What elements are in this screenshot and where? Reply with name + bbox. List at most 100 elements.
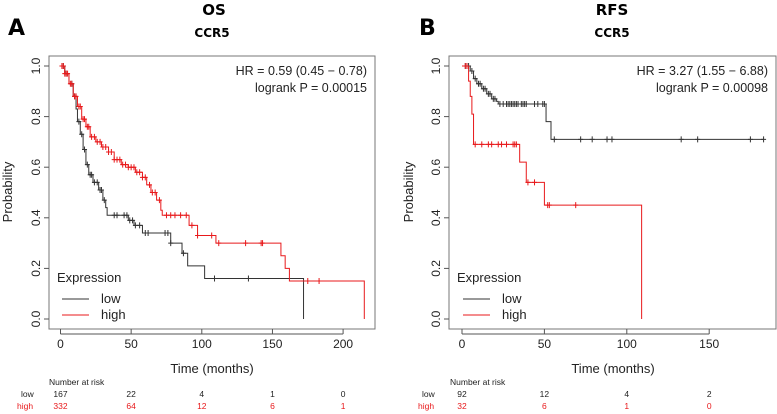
risk-value-high: 12	[197, 401, 207, 411]
censor-mark-high	[91, 133, 97, 140]
censor-mark-low	[98, 186, 104, 193]
censor-mark-high	[122, 161, 128, 168]
risk-value-high: 1	[341, 401, 346, 411]
censor-mark-low	[145, 229, 151, 236]
censor-mark-high	[86, 123, 92, 130]
y-tick-label: 0.4	[429, 209, 443, 226]
censor-mark-high	[472, 141, 478, 148]
censor-mark-low	[94, 179, 100, 186]
chart-subtitle: CCR5	[194, 26, 229, 40]
panel-letter: B	[419, 16, 436, 41]
censor-mark-high	[464, 63, 470, 69]
plot-frame	[448, 55, 777, 330]
censor-mark-low	[89, 171, 95, 178]
y-tick-label: 0.6	[29, 159, 43, 176]
censor-mark-low	[132, 222, 138, 229]
risk-value-high: 64	[126, 401, 136, 411]
risk-value-low: 0	[341, 389, 346, 399]
y-tick-label: 0.2	[29, 260, 43, 277]
chart-title: OS	[202, 1, 226, 19]
censor-mark-low	[523, 100, 529, 107]
censor-mark-high	[479, 141, 485, 148]
risk-value-low: 22	[126, 389, 136, 399]
x-tick-label: 200	[333, 337, 353, 351]
censor-mark-high	[142, 174, 148, 181]
x-tick-label: 150	[262, 337, 282, 351]
risk-row-high-label: high	[17, 401, 33, 411]
censor-mark-low	[541, 100, 547, 107]
censor-mark-low	[747, 136, 753, 143]
x-axis-label: Time (months)	[571, 361, 654, 376]
y-tick-label: 1.0	[429, 57, 443, 74]
y-tick-label: 0.4	[29, 209, 43, 226]
y-axis-label: Probability	[0, 161, 15, 222]
censor-mark-high	[97, 138, 103, 145]
censor-mark-high	[546, 202, 552, 209]
censor-mark-low	[101, 197, 107, 204]
hazard-ratio: HR = 0.59 (0.45 − 0.78)	[236, 64, 367, 78]
x-axis-label: Time (months)	[170, 361, 253, 376]
x-tick-label: 0	[459, 337, 466, 351]
y-tick-label: 0.0	[29, 310, 43, 327]
censor-mark-low	[492, 95, 498, 102]
risk-table-header: Number at risk	[450, 377, 506, 387]
legend-high-label: high	[101, 307, 126, 322]
censor-mark-high	[152, 189, 158, 196]
censor-mark-high	[209, 232, 215, 239]
censor-mark-high	[147, 181, 153, 188]
risk-value-high: 6	[270, 401, 275, 411]
chart-title: RFS	[596, 1, 629, 19]
censor-mark-low	[678, 136, 684, 143]
censor-mark-low	[212, 275, 218, 282]
censor-mark-high	[316, 278, 322, 285]
risk-value-high: 332	[53, 401, 67, 411]
censor-mark-high	[305, 278, 311, 285]
censor-mark-high	[499, 141, 505, 148]
censor-mark-high	[117, 156, 123, 163]
censor-mark-high	[189, 222, 195, 229]
censor-mark-high	[82, 116, 88, 123]
chart-subtitle: CCR5	[594, 26, 629, 40]
panel-b: B RFS CCR5 Time (months) Probability HR …	[401, 1, 777, 411]
censor-mark-high	[103, 143, 109, 150]
censor-mark-low	[487, 90, 493, 97]
censor-mark-low	[114, 212, 120, 219]
censor-mark-low	[761, 136, 767, 143]
y-tick-label: 0.0	[429, 310, 443, 327]
censor-mark-high	[73, 93, 79, 100]
censor-mark-low	[482, 85, 488, 92]
legend-title: Expression	[457, 270, 521, 285]
x-tick-label: 150	[699, 337, 719, 351]
censor-mark-high	[172, 212, 178, 219]
censor-mark-high	[260, 240, 266, 247]
censor-mark-high	[195, 232, 201, 239]
censor-mark-low	[165, 229, 171, 236]
risk-value-low: 12	[540, 389, 550, 399]
censor-mark-high	[60, 63, 66, 69]
censor-mark-high	[65, 70, 71, 77]
censor-mark-high	[137, 169, 143, 176]
x-tick-label: 50	[124, 337, 138, 351]
risk-value-low: 1	[270, 389, 275, 399]
censor-mark-high	[216, 240, 222, 247]
hazard-ratio: HR = 3.27 (1.55 − 6.88)	[637, 64, 768, 78]
censor-mark-low	[76, 118, 82, 125]
censor-mark-low	[604, 136, 610, 143]
censor-mark-low	[578, 136, 584, 143]
censor-mark-high	[69, 80, 75, 87]
censor-mark-high	[489, 141, 495, 148]
y-tick-label: 0.6	[429, 159, 443, 176]
x-tick-label: 0	[57, 337, 64, 351]
censor-mark-high	[77, 103, 83, 110]
risk-value-high: 32	[457, 401, 467, 411]
legend-title: Expression	[57, 270, 121, 285]
x-tick-label: 100	[192, 337, 212, 351]
censor-mark-low	[137, 222, 143, 229]
censor-mark-low	[695, 136, 701, 143]
y-axis-label: Probability	[401, 161, 416, 222]
censor-mark-low	[79, 131, 85, 138]
censor-mark-low	[609, 136, 615, 143]
logrank-p: logrank P = 0.00015	[255, 81, 367, 95]
panel-a: A OS CCR5 Time (months) Probability HR =…	[0, 1, 376, 411]
risk-value-high: 6	[542, 401, 547, 411]
